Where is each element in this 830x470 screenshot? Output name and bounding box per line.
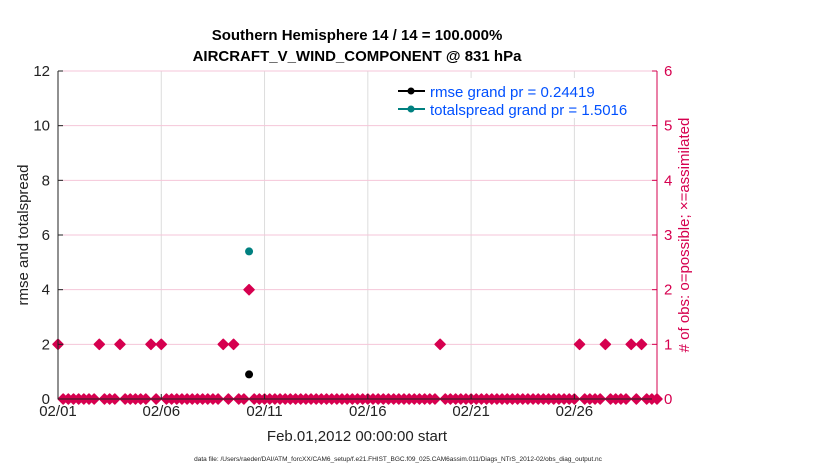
obs-possible-marker — [625, 338, 637, 351]
legend-spread-label: totalspread grand pr = 1.5016 — [430, 102, 627, 119]
y-tick-label: 6 — [42, 227, 50, 244]
y2-tick-label: 4 — [664, 172, 672, 189]
obs-possible-marker — [599, 338, 612, 351]
obs-possible-marker — [155, 338, 168, 351]
y-tick-label: 10 — [33, 118, 50, 135]
rmse-point — [245, 370, 254, 379]
y-axis-label: rmse and totalspread — [15, 165, 32, 306]
y-tick-label: 8 — [42, 172, 50, 189]
legend: rmse grand pr = 0.24419 totalspread gran… — [392, 78, 652, 119]
y2-tick-label: 1 — [664, 336, 672, 353]
y2-axis-label: # of obs: o=possible; ×=assimilated — [676, 118, 693, 353]
y2-tick-label: 5 — [664, 118, 672, 135]
x-tick-label: 02/06 — [143, 403, 181, 420]
obs-possible-marker — [227, 338, 240, 351]
y2-tick-label: 2 — [664, 282, 672, 299]
obs-possible-marker — [573, 338, 586, 351]
obs-possible-marker — [114, 338, 126, 351]
x-tick-label: 02/16 — [349, 403, 387, 420]
y-tick-label: 2 — [42, 336, 50, 353]
x-tick-label: 02/01 — [39, 403, 77, 420]
obs-possible-marker — [243, 283, 255, 296]
legend-box — [392, 78, 652, 118]
footer-datafile: data file: /Users/raeder/DAI/ATM_forcXX/… — [194, 456, 603, 463]
obs-possible-marker — [217, 338, 229, 351]
title-line2: AIRCRAFT_V_WIND_COMPONENT @ 831 hPa — [193, 48, 523, 65]
y-tick-label: 12 — [33, 63, 50, 80]
y2-tick-label: 3 — [664, 227, 672, 244]
y-tick-label: 4 — [42, 282, 50, 299]
x-tick-label: 02/11 — [246, 403, 282, 420]
obs-possible-marker — [635, 338, 648, 351]
legend-spread-marker — [407, 105, 415, 113]
x-tick-label: 02/26 — [556, 403, 594, 420]
y2-tick-label: 0 — [664, 391, 672, 408]
obs-possible-marker — [93, 338, 106, 351]
legend-rmse-marker — [407, 87, 415, 95]
x-axis-label: Feb.01,2012 00:00:00 start — [267, 428, 448, 445]
totalspread-point — [245, 247, 254, 256]
obs-possible-marker — [434, 338, 446, 351]
title-line1: Southern Hemisphere 14 / 14 = 100.000% — [212, 27, 503, 44]
y-tick-label: 0 — [42, 391, 50, 408]
y2-tick-label: 6 — [664, 63, 672, 80]
legend-rmse-label: rmse grand pr = 0.24419 — [430, 84, 595, 101]
obs-possible-marker — [145, 338, 157, 351]
x-tick-label: 02/21 — [452, 403, 490, 420]
